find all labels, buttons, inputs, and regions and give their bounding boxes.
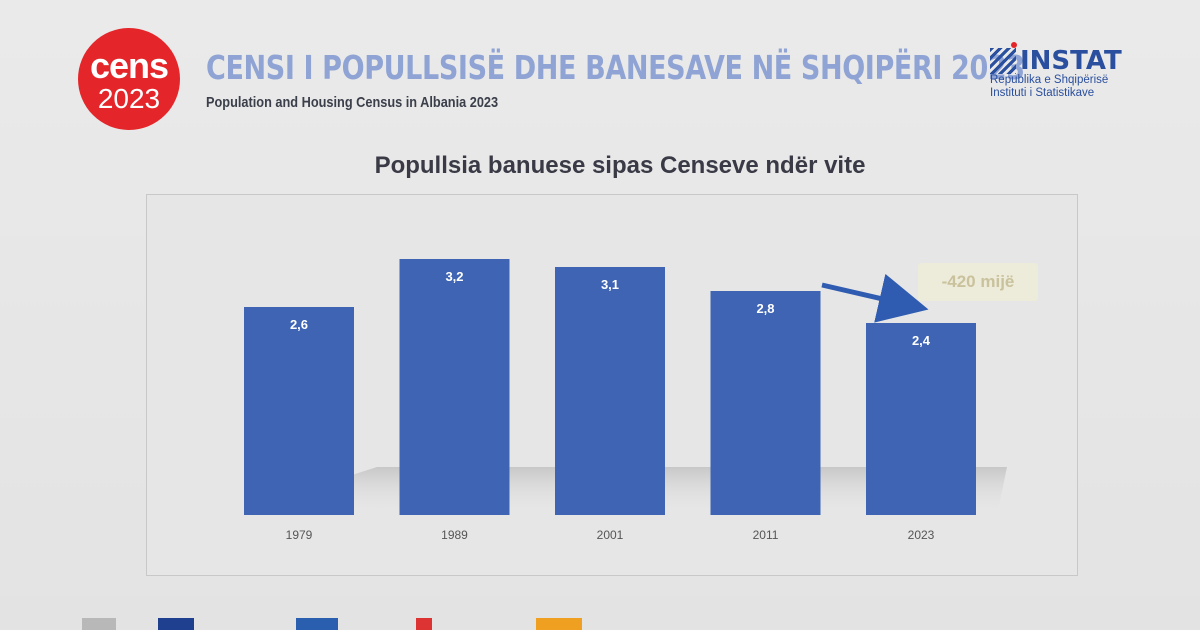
value-label-1989: 3,2 xyxy=(445,269,463,284)
value-label-2011: 2,8 xyxy=(756,301,774,316)
instat-line2: Instituti i Statistikave xyxy=(990,87,1095,100)
trend-arrow-icon xyxy=(821,273,929,323)
swiss-flag-icon xyxy=(416,618,432,630)
instat-line1: Republika e Shqipërisë xyxy=(990,74,1109,86)
page-title: CENSI I POPULLSISË DHE BANESAVE NË SHQIP… xyxy=(206,48,1025,87)
cens-2023-logo: cens 2023 xyxy=(78,28,180,130)
x-tick-label-2023: 2023 xyxy=(908,528,935,542)
chart-frame: 2,6 1979 3,2 1989 3,1 2001 2,8 2011 2,4 2023 xyxy=(146,194,1078,576)
bar-1989 xyxy=(399,259,510,515)
value-label-2001: 3,1 xyxy=(601,277,619,292)
x-tick-label-2001: 2001 xyxy=(597,528,624,542)
value-label-2023: 2,4 xyxy=(912,333,931,348)
partner-logo-icon xyxy=(536,618,582,630)
change-annotation: -420 mijë xyxy=(918,263,1038,301)
logo-text-cens: cens xyxy=(89,44,169,86)
instat-logo: INSTAT Republika e Shqipërisë Instituti … xyxy=(990,42,1130,100)
bar-2001 xyxy=(555,267,665,515)
instat-mark-icon xyxy=(990,42,1017,74)
coat-of-arms-icon xyxy=(82,618,116,630)
sweden-flag-icon xyxy=(296,618,338,630)
chart-title: Popullsia banuese sipas Censeve ndër vit… xyxy=(374,152,866,179)
bar-1979 xyxy=(244,307,354,515)
bar-2023 xyxy=(866,323,976,515)
x-tick-label-2011: 2011 xyxy=(753,528,779,542)
footer-partner-logos xyxy=(0,606,1200,630)
logo-text-year: 2023 xyxy=(97,82,161,114)
value-label-1979: 2,6 xyxy=(290,317,308,332)
x-tick-label-1979: 1979 xyxy=(286,528,313,542)
x-tick-label-1989: 1989 xyxy=(441,528,468,542)
bar-chart: 2,6 1979 3,2 1989 3,1 2001 2,8 2011 2,4 2023 xyxy=(227,259,1007,542)
instat-brand: INSTAT xyxy=(1020,46,1122,76)
bar-2011 xyxy=(710,291,821,515)
page-subtitle: Population and Housing Census in Albania… xyxy=(206,94,499,111)
eu-flag-icon xyxy=(158,618,194,630)
